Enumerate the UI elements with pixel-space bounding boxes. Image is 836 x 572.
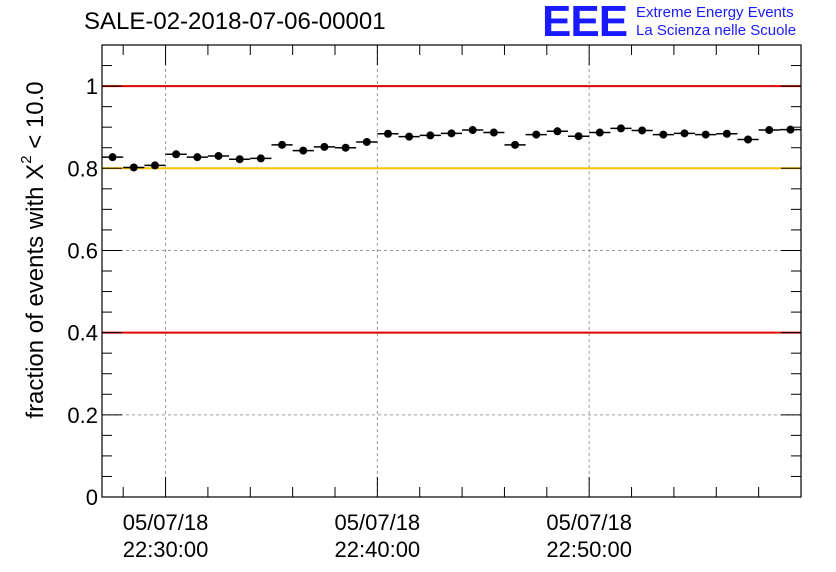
data-point [172,150,181,159]
x-tick-label-time: 22:30:00 [123,537,209,562]
reference-lines [102,85,801,334]
y-tick-label: 1 [86,74,98,99]
data-point [616,124,625,133]
data-point [383,129,392,138]
data-point [574,132,583,141]
logo-caption-line1: Extreme Energy Events [636,4,794,21]
y-tick-label: 0.2 [67,403,98,428]
x-tick-label-time: 22:40:00 [335,537,421,562]
chart-title: SALE-02-2018-07-06-00001 [84,8,386,35]
data-points [102,124,801,172]
x-tick-label-date: 05/07/18 [546,510,632,535]
logo-caption-line2: La Scienza nelle Scuole [636,22,797,39]
y-axis-label-symbol: X [22,163,49,180]
y-tick-label: 0.6 [67,238,98,263]
tick-labels: 00.20.40.60.8105/07/1822:30:0005/07/1822… [67,74,632,562]
data-point [489,128,498,137]
y-tick-label: 0 [86,485,98,510]
data-point [405,132,414,141]
data-point [511,140,520,149]
data-point [638,126,647,135]
data-point [278,140,287,149]
data-point [765,126,774,135]
y-axis-label: fraction of events with X2 < 10.0 [18,81,50,419]
y-axis-label-suffix: < 10.0 [22,81,49,156]
x-tick-label-date: 05/07/18 [123,510,209,535]
data-point [553,127,562,136]
x-tick-label-date: 05/07/18 [335,510,421,535]
data-point [256,154,265,163]
x-tick-label-time: 22:50:00 [546,537,632,562]
data-point [108,153,117,162]
data-point [150,161,159,170]
logo-caption: Extreme Energy Events La Scienza nelle S… [636,4,796,40]
axis-ticks [102,45,801,498]
data-point [193,153,202,162]
y-tick-label: 0.8 [67,156,98,181]
plot-frame [101,44,802,498]
data-point [744,135,753,144]
data-point [447,129,456,138]
data-point [129,163,138,172]
data-point [235,155,244,164]
data-point [362,137,371,146]
eee-logo: EEE [542,0,628,46]
data-point [532,130,541,139]
y-axis-label-prefix: fraction of events with [22,179,49,419]
data-point [214,151,223,160]
y-tick-label: 0.4 [67,321,98,346]
data-point [701,130,710,139]
data-point [426,131,435,140]
data-point [595,128,604,137]
data-point [299,146,308,155]
data-point [468,126,477,135]
data-point [680,129,689,138]
data-point [341,143,350,152]
data-point [659,130,668,139]
y-axis-label-exponent: 2 [18,155,35,164]
data-point [320,142,329,151]
grid-lines [102,45,801,497]
data-point [722,129,731,138]
